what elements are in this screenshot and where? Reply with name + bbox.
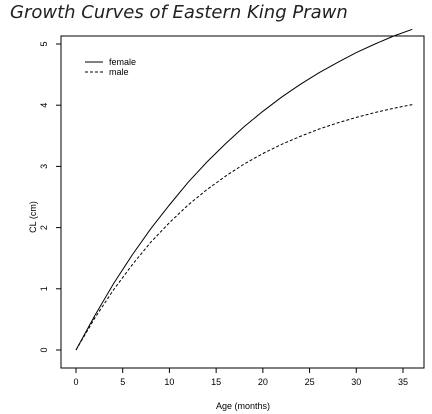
y-tick-label-3: 3 — [39, 164, 49, 169]
x-tick-label-15: 15 — [211, 377, 221, 387]
series-line-female — [75, 28, 413, 351]
x-tick-label-35: 35 — [398, 377, 408, 387]
x-tick-label-25: 25 — [305, 377, 315, 387]
legend-label-female: female — [109, 57, 136, 67]
x-tick-label-0: 0 — [73, 377, 78, 387]
x-tick-label-20: 20 — [258, 377, 268, 387]
y-tick-label-5: 5 — [39, 41, 49, 46]
y-tick-label-2: 2 — [39, 225, 49, 230]
plot-frame — [60, 35, 425, 369]
x-tick-label-30: 30 — [351, 377, 361, 387]
y-tick-label-1: 1 — [39, 286, 49, 291]
x-axis: 0 5 10 15 20 25 30 35 — [73, 367, 408, 387]
y-axis-label: CL (cm) — [28, 201, 38, 233]
y-tick-label-0: 0 — [39, 347, 49, 352]
x-axis-label: Age (months) — [216, 401, 270, 411]
series-layer — [75, 28, 413, 351]
x-tick-label-10: 10 — [164, 377, 174, 387]
y-axis: 0 1 2 3 4 5 — [39, 41, 62, 353]
x-tick-label-5: 5 — [120, 377, 125, 387]
legend-label-male: male — [109, 67, 129, 77]
chart-title: Growth Curves of Eastern King Prawn — [10, 2, 348, 23]
series-line-male — [75, 104, 413, 351]
y-tick-label-4: 4 — [39, 103, 49, 108]
